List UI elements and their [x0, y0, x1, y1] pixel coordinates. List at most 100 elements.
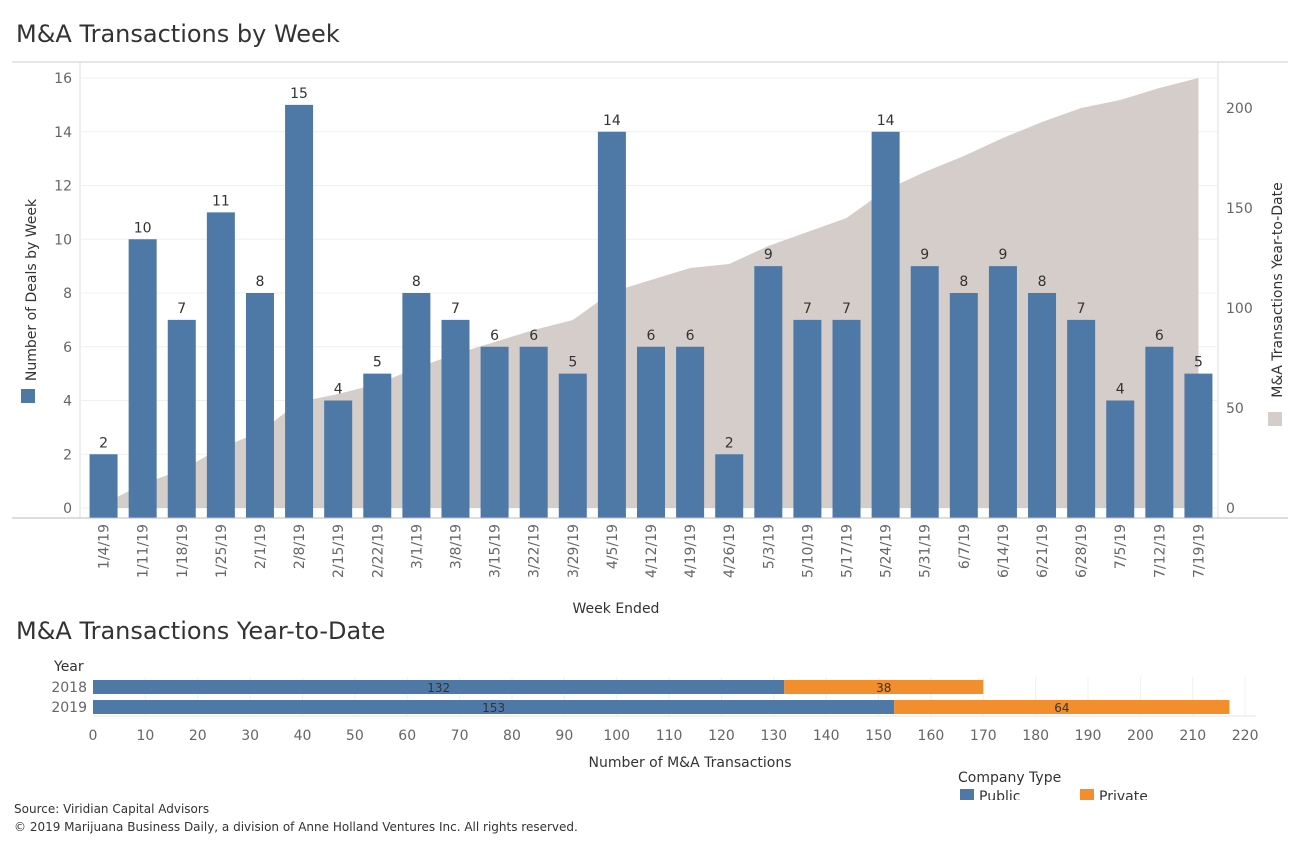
bar: [1067, 319, 1096, 518]
x-tick-label: 10: [136, 728, 154, 744]
x-tick-label: 6/14/19: [996, 524, 1012, 578]
x-tick-label: 80: [503, 728, 521, 744]
x-tick-label: 180: [1022, 728, 1049, 744]
bar: [558, 373, 587, 518]
segment-data-label: 38: [876, 681, 891, 695]
x-axis-title: Number of M&A Transactions: [588, 755, 791, 771]
x-tick-label: 4/12/19: [644, 524, 660, 578]
bar-data-label: 6: [647, 328, 656, 344]
x-tick-label: 100: [603, 728, 630, 744]
x-tick-label: 2/1/19: [253, 524, 269, 569]
x-tick-label: 1/18/19: [175, 524, 191, 578]
y-tick-label: 4: [63, 394, 72, 410]
bar: [1184, 373, 1213, 518]
stacked-bar-segment: [784, 680, 984, 694]
legend-label: Private: [1099, 789, 1148, 800]
x-tick-label: 120: [708, 728, 735, 744]
y2-tick-label: 0: [1226, 501, 1235, 517]
segment-data-label: 64: [1054, 701, 1069, 715]
y2-tick-label: 150: [1226, 201, 1253, 217]
y-tick-label: 14: [54, 125, 72, 141]
x-tick-label: 3/29/19: [566, 524, 582, 578]
segment-data-label: 132: [427, 681, 450, 695]
bar: [754, 266, 783, 518]
bar-data-label: 8: [959, 274, 968, 290]
x-tick-label: 90: [555, 728, 573, 744]
bar: [519, 346, 548, 518]
bar-data-label: 10: [134, 220, 152, 236]
x-tick-label: 2/15/19: [331, 524, 347, 578]
x-tick-label: 5/10/19: [800, 524, 816, 578]
x-tick-label: 1/11/19: [136, 524, 152, 578]
y-axis-legend-swatch: [21, 389, 35, 403]
year-label: 2018: [51, 680, 87, 696]
x-tick-label: 4/26/19: [722, 524, 738, 578]
bar: [167, 319, 196, 518]
bar-data-label: 7: [803, 301, 812, 317]
bar: [402, 293, 431, 518]
stacked-bar-segment: [894, 700, 1230, 714]
x-tick-label: 3/8/19: [448, 524, 464, 569]
x-tick-label: 60: [398, 728, 416, 744]
y-tick-label: 2: [63, 447, 72, 463]
y2-tick-label: 50: [1226, 401, 1244, 417]
bar: [480, 346, 509, 518]
x-tick-label: 3/15/19: [488, 524, 504, 578]
bar-data-label: 2: [725, 435, 734, 451]
bar-data-label: 6: [529, 328, 538, 344]
bar: [1028, 293, 1057, 518]
bar: [949, 293, 978, 518]
bar: [206, 212, 235, 518]
bar: [637, 346, 665, 518]
bar-data-label: 8: [412, 274, 421, 290]
bar: [910, 266, 939, 518]
weekly-chart-title: M&A Transactions by Week: [16, 20, 340, 48]
x-tick-label: 4/19/19: [683, 524, 699, 578]
bar: [871, 131, 900, 518]
bar-data-label: 8: [256, 274, 265, 290]
bar-data-label: 5: [568, 355, 577, 371]
bar: [793, 319, 822, 518]
x-tick-label: 6/28/19: [1074, 524, 1090, 578]
x-tick-label: 70: [451, 728, 469, 744]
x-tick-label: 110: [656, 728, 683, 744]
x-tick-label: 140: [813, 728, 840, 744]
bar-data-label: 6: [686, 328, 695, 344]
source-note: Source: Viridian Capital Advisors: [14, 802, 210, 816]
x-tick-label: 3/1/19: [409, 524, 425, 569]
x-tick-label: 6/7/19: [957, 524, 973, 569]
y-tick-label: 8: [63, 286, 72, 302]
x-tick-label: 7/12/19: [1152, 524, 1168, 578]
x-tick-label: 5/17/19: [840, 524, 856, 578]
bar: [128, 239, 157, 518]
bar-data-label: 5: [373, 355, 382, 371]
legend-swatch-private: [1080, 789, 1094, 800]
x-tick-label: 30: [241, 728, 259, 744]
bar-data-label: 4: [1116, 382, 1125, 398]
bar: [245, 293, 274, 518]
x-tick-label: 40: [294, 728, 312, 744]
bar-data-label: 14: [603, 113, 621, 129]
x-tick-label: 160: [918, 728, 945, 744]
bar-data-label: 4: [334, 382, 343, 398]
x-tick-label: 1/4/19: [97, 524, 113, 569]
bar: [832, 319, 861, 518]
x-tick-label: 130: [760, 728, 787, 744]
x-tick-label: 190: [1075, 728, 1102, 744]
y-tick-label: 6: [63, 340, 72, 356]
x-tick-label: 7/19/19: [1191, 524, 1207, 578]
y-tick-label: 0: [63, 501, 72, 517]
y2-tick-label: 100: [1226, 301, 1253, 317]
bar: [285, 104, 314, 518]
x-tick-label: 50: [346, 728, 364, 744]
ytd-chart: Year 2018 132 38 2019 153 64 0 10 20 30 40 50 60 70 80 9…: [51, 659, 1259, 800]
bar-data-label: 9: [920, 247, 929, 263]
bar: [597, 131, 626, 518]
x-tick-label: 1/25/19: [214, 524, 230, 578]
y2-axis-title: M&A Transactions Year-to-Date: [1270, 182, 1286, 397]
legend-label: Public: [979, 789, 1020, 800]
x-tick-label: 170: [970, 728, 997, 744]
stacked-bar-segment: [93, 700, 895, 714]
bar-data-label: 7: [842, 301, 851, 317]
